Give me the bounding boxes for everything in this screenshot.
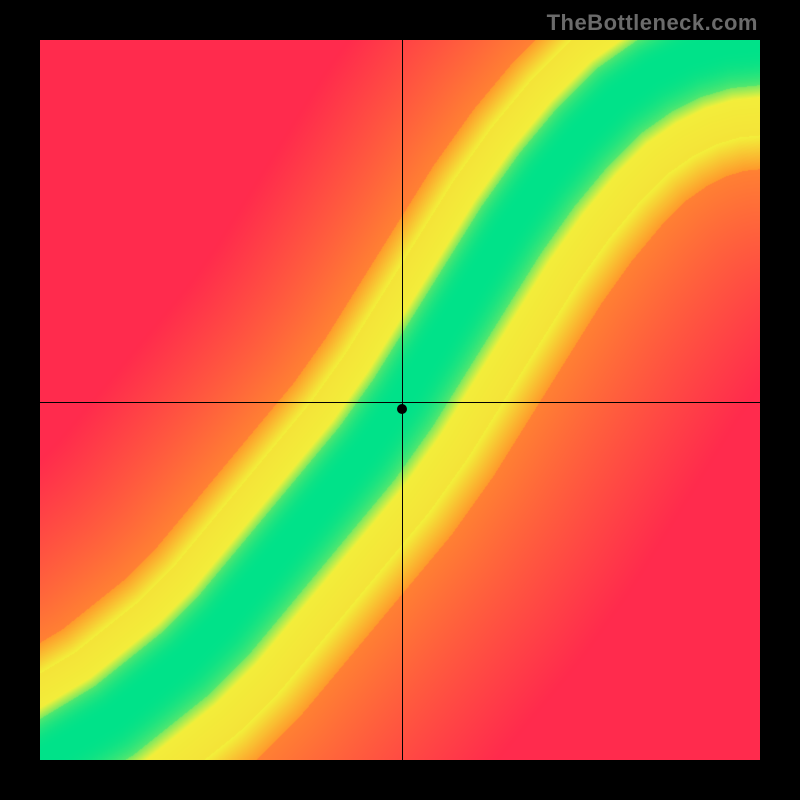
heatmap-canvas [40, 40, 760, 760]
plot-area [40, 40, 760, 760]
data-point-marker [397, 404, 407, 414]
crosshair-vertical [402, 40, 403, 760]
crosshair-horizontal [40, 402, 760, 403]
watermark-text: TheBottleneck.com [547, 10, 758, 36]
